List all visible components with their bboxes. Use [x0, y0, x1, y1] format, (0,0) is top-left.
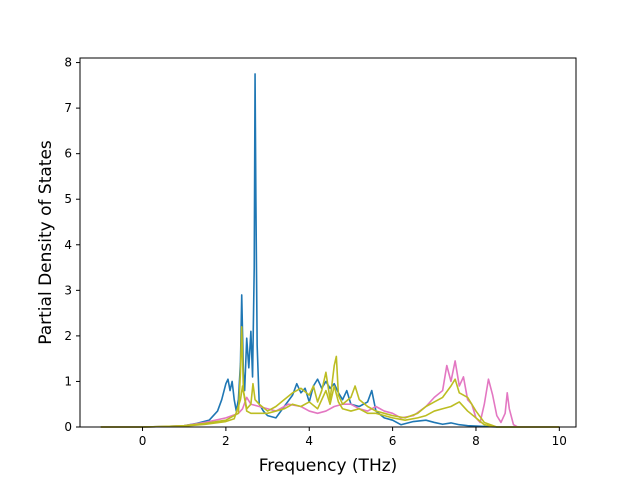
- series-layer: [100, 73, 560, 428]
- series-line-2: [100, 360, 560, 428]
- y-tick-label: 7: [64, 101, 72, 115]
- plot-frame: [79, 57, 577, 428]
- y-tick-label: 1: [64, 374, 72, 388]
- x-axis-ticks: 0 2 4 6 8 10: [139, 427, 567, 448]
- x-tick-label: 10: [552, 434, 567, 448]
- y-tick-label: 5: [64, 192, 72, 206]
- x-tick-label: 2: [222, 434, 230, 448]
- y-tick-label: 6: [64, 147, 72, 161]
- y-axis-ticks: 0 1 2 3 4 5 6 7 8: [64, 56, 80, 434]
- y-tick-label: 3: [64, 283, 72, 297]
- y-axis-label: Partial Density of States: [36, 140, 56, 345]
- series-line-4: [100, 385, 560, 428]
- y-tick-label: 4: [64, 238, 72, 252]
- series-line-1: [100, 73, 560, 428]
- series-line-3: [100, 325, 560, 428]
- x-tick-label: 0: [139, 434, 147, 448]
- x-axis-label: Frequency (THz): [259, 456, 398, 476]
- y-tick-label: 2: [64, 329, 72, 343]
- y-tick-label: 0: [64, 420, 72, 434]
- x-tick-label: 8: [472, 434, 480, 448]
- x-tick-label: 4: [305, 434, 313, 448]
- y-tick-label: 8: [64, 56, 72, 70]
- x-tick-label: 6: [389, 434, 397, 448]
